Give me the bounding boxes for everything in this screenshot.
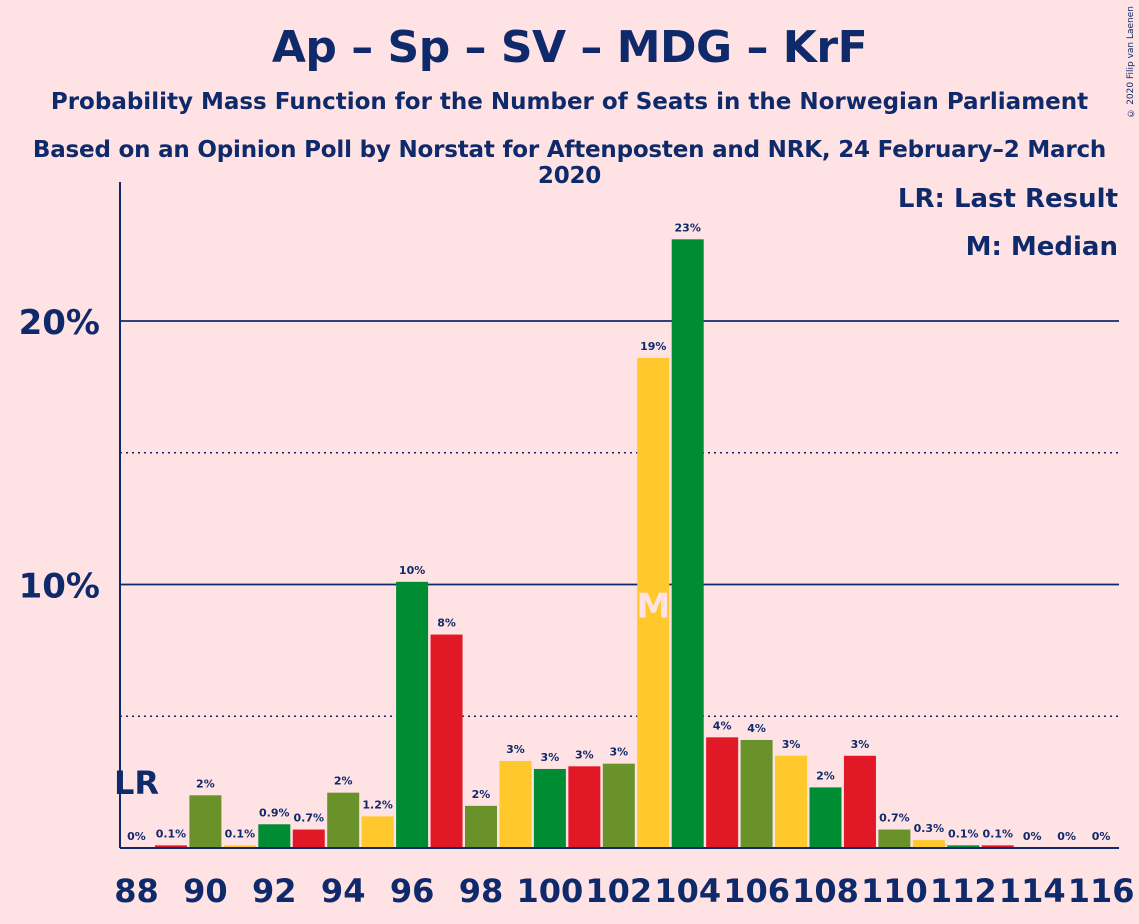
bar-seat-105 (706, 737, 739, 848)
bar-value-label: 4% (713, 719, 732, 732)
bar-value-label: 3% (609, 746, 628, 759)
x-tick-label: 96 (390, 872, 435, 910)
legend-last-result: LR: Last Result (897, 184, 1118, 214)
bar-value-label: 0% (1023, 830, 1042, 843)
gridlines (120, 320, 1119, 718)
bars (154, 239, 1014, 848)
x-tick-label: 114 (999, 872, 1066, 910)
bar-seat-103 (637, 357, 670, 848)
bar-seat-98 (465, 805, 497, 848)
x-tick-label: 116 (1068, 872, 1135, 910)
bar-value-label: 4% (747, 722, 766, 735)
bar-seat-102 (602, 763, 635, 848)
y-tick-label: 20% (19, 303, 100, 343)
bar-seat-100 (533, 768, 566, 848)
bar-value-label: 19% (640, 340, 666, 353)
x-tick-label: 112 (930, 872, 997, 910)
bar-seat-104 (671, 239, 704, 848)
bar-value-label: 1.2% (362, 798, 393, 811)
bar-value-label: 8% (437, 617, 456, 630)
x-tick-label: 98 (459, 872, 504, 910)
y-tick-label: 10% (19, 567, 100, 607)
chart-subtitle: Probability Mass Function for the Number… (50, 89, 1089, 115)
chart-source-subtitle: Based on an Opinion Poll by Norstat for … (32, 137, 1107, 189)
x-tick-label: 106 (723, 872, 790, 910)
chart-title: Ap – Sp – SV – MDG – KrF (271, 22, 868, 73)
bar-value-label: 2% (334, 775, 353, 788)
x-tick-label: 102 (585, 872, 652, 910)
bar-seat-94 (327, 792, 360, 848)
bar-seat-93 (292, 829, 325, 848)
bar-seat-106 (740, 739, 773, 848)
bar-value-label: 0% (127, 830, 146, 843)
bar-seat-107 (775, 755, 808, 848)
bar-value-label: 0.7% (879, 812, 910, 825)
bar-value-label: 0% (1057, 830, 1076, 843)
bar-value-label: 0.1% (225, 827, 256, 840)
x-tick-label: 108 (792, 872, 859, 910)
x-tick-label: 90 (183, 872, 228, 910)
bar-value-label: 10% (399, 564, 425, 577)
x-tick-label: 92 (252, 872, 297, 910)
bar-seat-113 (981, 845, 1014, 848)
last-result-marker: LR (114, 764, 159, 802)
bar-value-label: 0% (1092, 830, 1111, 843)
bar-value-label: 3% (575, 748, 594, 761)
bar-value-label: 0.1% (982, 827, 1013, 840)
bar-seat-108 (809, 787, 842, 848)
bar-seat-96 (396, 581, 429, 848)
bar-value-label: 2% (196, 777, 215, 790)
bar-seat-111 (912, 840, 945, 848)
x-tick-label: 100 (517, 872, 584, 910)
bar-seat-101 (568, 766, 601, 848)
bar-value-label: 0.7% (293, 812, 324, 825)
bar-value-label: 2% (816, 769, 835, 782)
bar-seat-95 (361, 816, 394, 848)
bar-seat-91 (223, 845, 256, 848)
bar-seat-90 (189, 795, 222, 848)
labels: 10%20%0%LR0.1%2%0.1%0.9% 0.7%2%1.2%10%8%2… (19, 221, 1135, 910)
bar-value-label: 0.1% (948, 827, 979, 840)
bar-seat-110 (878, 829, 911, 848)
legend-median: M: Median (965, 232, 1118, 262)
bar-value-label: 0.3% (914, 822, 945, 835)
bar-value-label: 3% (541, 751, 560, 764)
x-tick-label: 94 (321, 872, 366, 910)
bar-seat-92 (258, 824, 291, 848)
bar-value-label: 3% (851, 738, 870, 751)
bar-value-label: 0.9% (259, 806, 290, 819)
axes (119, 182, 1119, 849)
bar-seat-97 (430, 634, 463, 848)
median-marker: M (636, 587, 670, 627)
x-tick-label: 110 (861, 872, 928, 910)
bar-value-label: 2% (472, 788, 491, 801)
bar-seat-109 (843, 755, 876, 848)
bar-value-label: 3% (506, 743, 525, 756)
bar-seat-89 (154, 845, 187, 848)
bar-value-label: 23% (675, 221, 701, 234)
bar-value-label: 3% (782, 738, 801, 751)
bar-seat-112 (947, 845, 980, 848)
x-tick-label: 104 (654, 872, 721, 910)
x-tick-label: 88 (114, 872, 159, 910)
bar-value-label: 0.1% (156, 827, 187, 840)
bar-seat-99 (499, 761, 532, 848)
